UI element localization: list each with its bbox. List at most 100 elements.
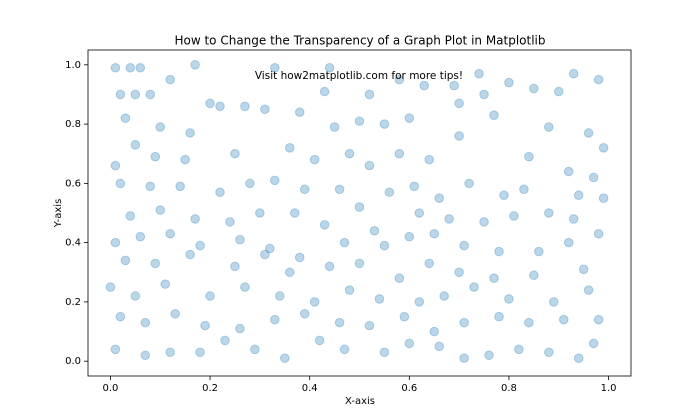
point: [215, 187, 225, 198]
point: [369, 225, 380, 236]
point: [504, 77, 514, 88]
point: [195, 240, 205, 251]
point: [329, 122, 340, 132]
point: [459, 353, 469, 364]
point: [374, 294, 385, 304]
point: [190, 214, 200, 224]
x-tick-label: 0.0: [102, 383, 118, 394]
point: [215, 101, 225, 112]
point: [514, 344, 524, 355]
point: [255, 208, 265, 218]
point: [494, 311, 504, 322]
point: [200, 320, 210, 331]
point: [185, 249, 195, 260]
point: [115, 89, 126, 100]
point: [220, 335, 230, 346]
point: [568, 214, 579, 224]
point: [449, 80, 459, 91]
point: [544, 347, 554, 358]
point: [394, 74, 405, 85]
point: [469, 282, 479, 292]
point: [319, 86, 330, 97]
point: [130, 291, 141, 301]
point: [145, 181, 156, 192]
point: [563, 237, 574, 248]
x-tick-label: 0.2: [202, 383, 218, 394]
point: [414, 297, 425, 307]
x-tick-label: 0.4: [302, 383, 318, 394]
point: [548, 297, 559, 307]
point: [190, 60, 200, 70]
point: [240, 282, 250, 292]
point: [110, 237, 121, 248]
point: [444, 214, 454, 224]
point: [299, 308, 310, 319]
y-tick-label: 0.0: [65, 356, 81, 367]
point: [110, 62, 121, 73]
point: [270, 175, 280, 186]
point: [394, 148, 405, 159]
point: [324, 62, 335, 73]
point: [379, 119, 390, 129]
point: [205, 98, 215, 109]
point: [120, 255, 131, 266]
x-tick-label: 0.8: [501, 383, 517, 394]
x-tick-label: 0.6: [401, 383, 417, 394]
point: [235, 323, 245, 334]
point: [105, 282, 116, 292]
point: [334, 184, 345, 195]
point: [294, 252, 305, 263]
point: [524, 317, 534, 328]
point: [354, 116, 365, 126]
point: [588, 172, 599, 183]
point: [225, 217, 235, 227]
point: [175, 181, 185, 192]
point: [494, 246, 504, 257]
point: [205, 291, 215, 301]
point: [409, 181, 420, 192]
point: [195, 347, 205, 358]
point: [334, 317, 345, 328]
point: [414, 208, 425, 218]
point: [593, 74, 604, 85]
point: [404, 231, 415, 242]
point: [424, 258, 435, 269]
point: [150, 151, 161, 162]
point: [130, 89, 141, 100]
point: [544, 208, 554, 218]
y-tick-label: 0.2: [65, 297, 81, 308]
y-tick-label: 0.8: [65, 119, 81, 130]
point: [339, 344, 350, 355]
point: [324, 261, 335, 272]
point: [110, 344, 121, 355]
point: [250, 344, 260, 355]
point: [354, 258, 365, 269]
point: [593, 228, 604, 239]
point: [185, 128, 195, 138]
point: [165, 347, 175, 358]
point: [309, 297, 320, 307]
point: [284, 143, 295, 153]
point: [279, 353, 290, 364]
point: [424, 154, 435, 165]
point: [404, 113, 415, 123]
point: [364, 160, 375, 171]
point: [115, 311, 126, 322]
point: [354, 202, 365, 212]
y-tick-label: 1.0: [65, 60, 81, 71]
point: [274, 291, 285, 301]
point: [583, 128, 594, 138]
point: [270, 314, 280, 325]
point: [434, 341, 445, 352]
point: [150, 258, 161, 269]
point: [160, 279, 171, 289]
point: [563, 166, 574, 177]
point: [509, 211, 519, 221]
point: [394, 273, 405, 284]
point: [314, 335, 325, 346]
point: [235, 234, 245, 245]
point: [379, 240, 390, 251]
point: [558, 314, 569, 325]
point: [553, 86, 564, 97]
